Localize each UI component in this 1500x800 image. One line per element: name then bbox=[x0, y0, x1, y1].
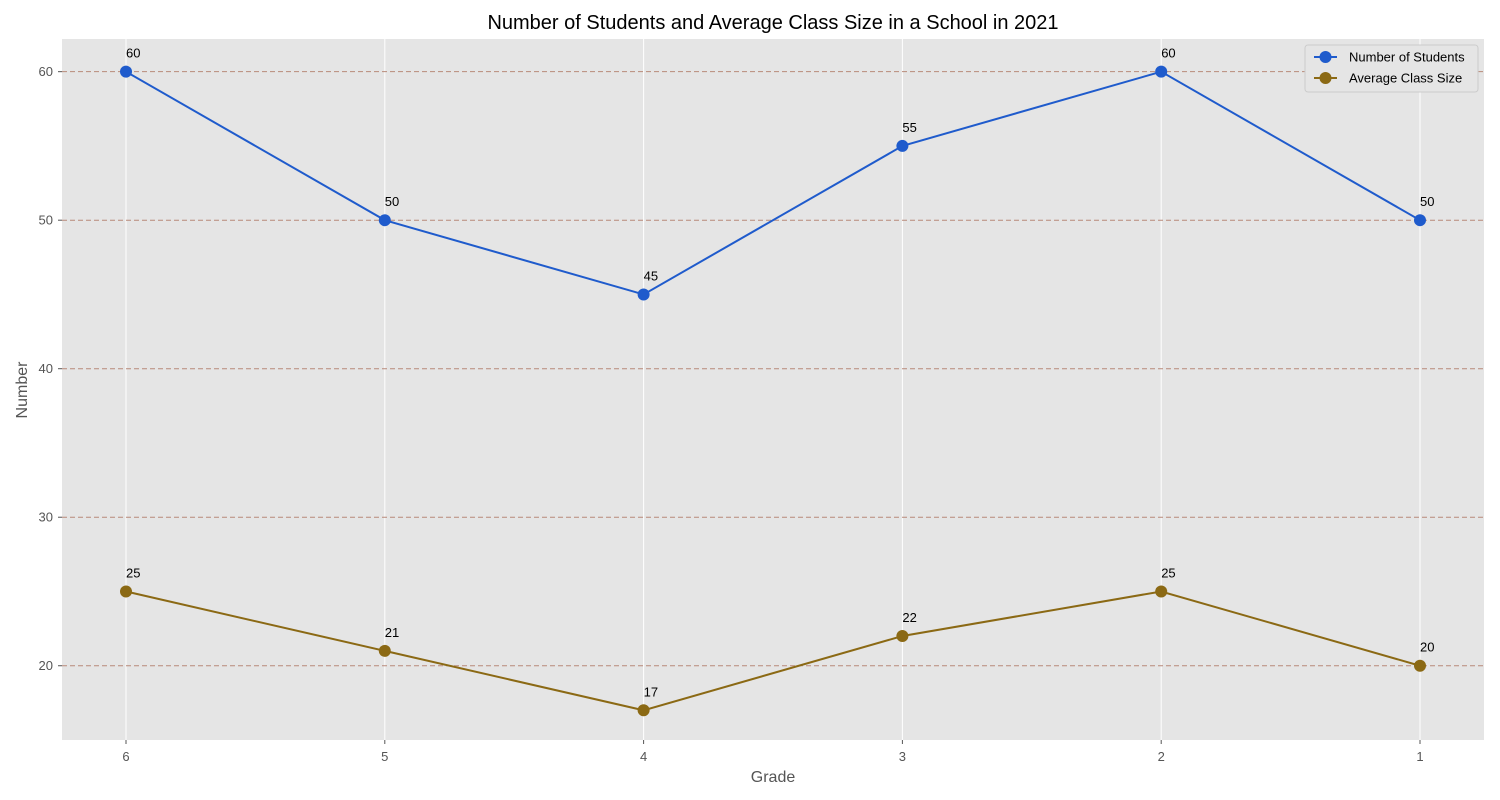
x-tick-label: 5 bbox=[381, 749, 388, 764]
y-tick-label: 40 bbox=[39, 361, 53, 376]
data-label: 55 bbox=[902, 120, 916, 135]
x-tick-label: 6 bbox=[122, 749, 129, 764]
data-label: 21 bbox=[385, 625, 399, 640]
series-layer: 60 50 45 55 60 50 25 21 17 22 25 20 bbox=[120, 46, 1434, 717]
data-label: 60 bbox=[126, 46, 140, 61]
series-line bbox=[125, 590, 1421, 712]
data-point bbox=[120, 585, 132, 598]
y-axis-label: Number bbox=[14, 361, 31, 419]
x-axis-label: Grade bbox=[751, 769, 796, 786]
data-label: 20 bbox=[1420, 640, 1434, 655]
data-point bbox=[1155, 585, 1168, 598]
legend-box bbox=[1304, 44, 1479, 93]
data-point bbox=[1414, 214, 1426, 227]
legend-marker bbox=[1319, 72, 1332, 84]
x-tick-label: 2 bbox=[1158, 749, 1165, 764]
legend-marker bbox=[1319, 51, 1332, 63]
y-axis-ticks: 20 30 40 50 60 bbox=[39, 64, 62, 673]
data-point bbox=[896, 630, 909, 643]
data-label: 50 bbox=[1420, 194, 1434, 209]
data-label: 25 bbox=[126, 565, 140, 580]
data-label: 17 bbox=[644, 684, 658, 699]
horizontal-gridlines bbox=[62, 71, 1484, 667]
data-label: 22 bbox=[902, 610, 916, 625]
legend-item: Number of Students bbox=[1314, 50, 1465, 65]
y-tick-label: 50 bbox=[39, 213, 53, 228]
data-point bbox=[120, 65, 132, 78]
data-point bbox=[378, 214, 391, 227]
data-point bbox=[378, 644, 391, 657]
data-label: 25 bbox=[1161, 565, 1175, 580]
data-point bbox=[637, 704, 650, 717]
chart-title: Number of Students and Average Class Siz… bbox=[487, 12, 1058, 34]
x-tick-label: 4 bbox=[640, 749, 647, 764]
series-line bbox=[125, 70, 1421, 296]
x-axis-ticks: 6 5 4 3 2 1 bbox=[122, 740, 1424, 764]
legend-label: Average Class Size bbox=[1349, 71, 1462, 86]
vertical-gridlines bbox=[125, 39, 1421, 740]
series-1: 60 50 45 55 60 50 bbox=[120, 46, 1434, 301]
data-point bbox=[1414, 659, 1426, 672]
data-label: 45 bbox=[644, 268, 658, 283]
data-label: 50 bbox=[385, 194, 399, 209]
y-tick-label: 30 bbox=[39, 510, 53, 525]
data-point bbox=[1155, 65, 1168, 78]
plot-area bbox=[62, 39, 1484, 740]
y-tick-label: 60 bbox=[39, 64, 53, 79]
data-label: 60 bbox=[1161, 46, 1175, 61]
y-tick-label: 20 bbox=[39, 658, 53, 673]
legend: Number of Students Average Class Size bbox=[1304, 44, 1479, 93]
x-tick-label: 3 bbox=[899, 749, 906, 764]
x-tick-label: 1 bbox=[1416, 749, 1423, 764]
data-point bbox=[896, 139, 909, 152]
series-2: 25 21 17 22 25 20 bbox=[120, 565, 1434, 717]
data-point bbox=[637, 288, 650, 301]
legend-label: Number of Students bbox=[1349, 50, 1465, 65]
legend-item: Average Class Size bbox=[1314, 71, 1462, 86]
